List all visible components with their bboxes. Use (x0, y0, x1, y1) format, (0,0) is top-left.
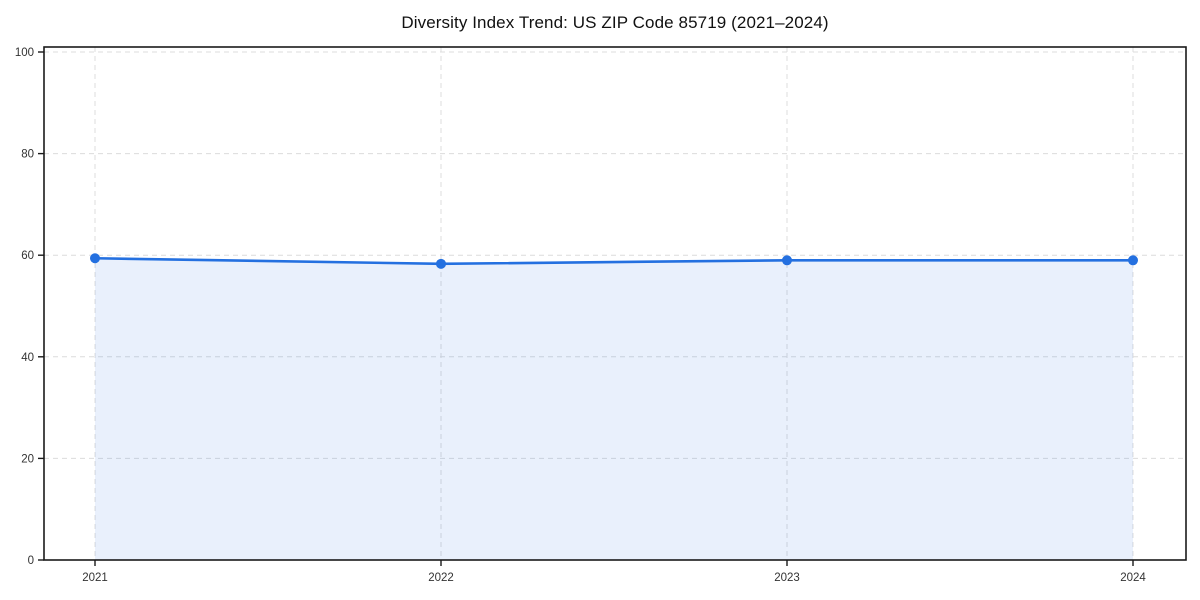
data-point-2023 (782, 255, 792, 266)
x-tick-label: 2024 (1120, 572, 1146, 584)
y-tick-label: 20 (21, 453, 34, 465)
y-tick-label: 40 (21, 352, 34, 364)
data-point-2022 (436, 258, 446, 269)
y-tick-label: 80 (21, 149, 34, 161)
y-tick-label: 100 (15, 47, 34, 59)
trend-line (93, 256, 1135, 266)
plot-frame (43, 46, 1187, 561)
chart-title: Diversity Index Trend: US ZIP Code 85719… (401, 13, 829, 32)
x-tick-label: 2022 (428, 572, 454, 584)
y-tick-label: 0 (28, 555, 34, 567)
x-tick-label: 2023 (774, 572, 800, 584)
y-tick-label: 60 (21, 250, 34, 262)
x-tick-label: 2021 (82, 572, 108, 584)
data-point-2024 (1128, 255, 1138, 266)
data-point-2021 (90, 253, 100, 264)
area-fill (95, 258, 1133, 560)
